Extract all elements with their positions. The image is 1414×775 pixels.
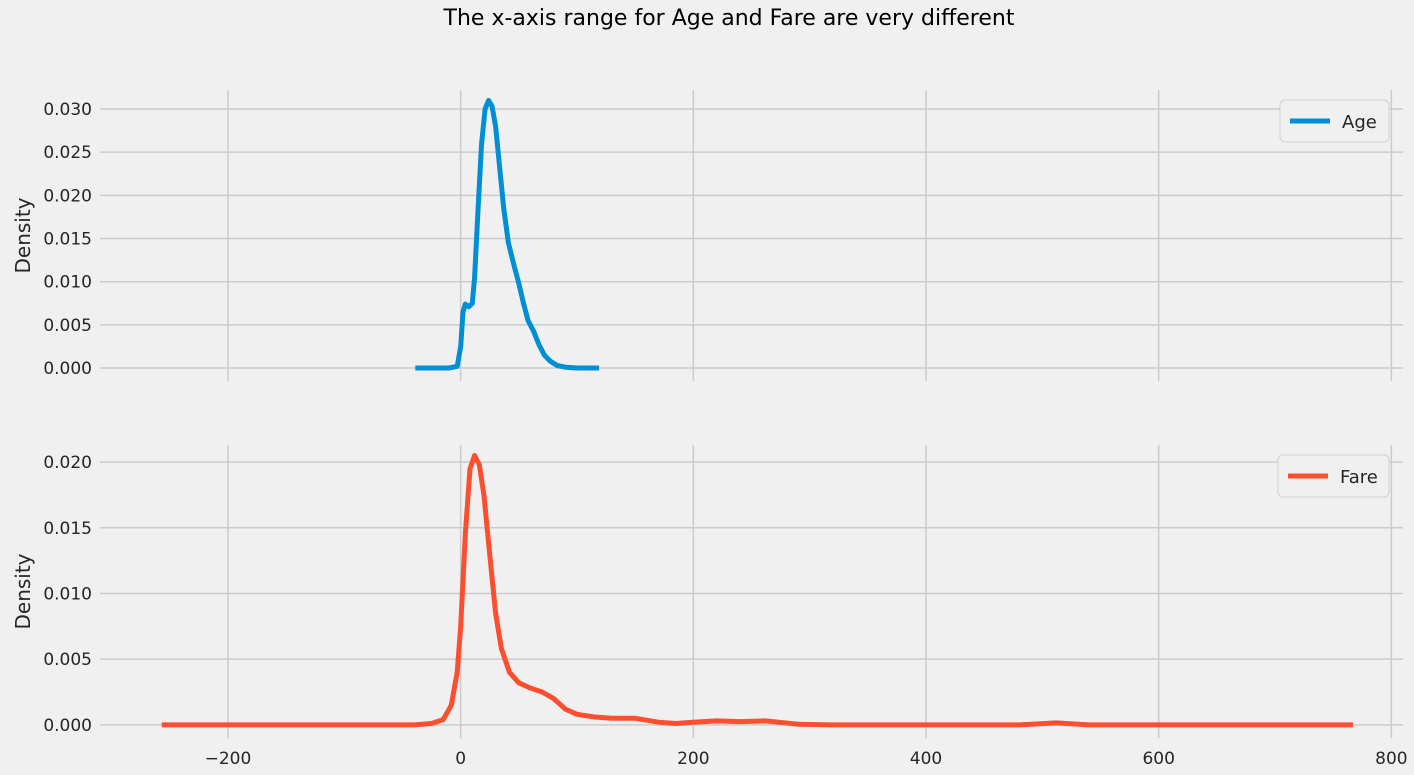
x-tick-label: 0	[455, 749, 466, 769]
chart-title: The x-axis range for Age and Fare are ve…	[443, 6, 1015, 31]
series-line-fare	[161, 453, 1353, 728]
y-tick-label: 0.010	[43, 584, 92, 604]
y-tick-label: 0.020	[43, 453, 92, 473]
y-tick-label: 0.000	[43, 359, 92, 379]
y-tick-label: 0.030	[43, 100, 92, 120]
legend-fare: Fare	[1277, 454, 1390, 498]
y-tick-label: 0.010	[43, 273, 92, 293]
x-tick-label: −200	[205, 749, 252, 769]
y-tick-label: 0.025	[43, 143, 92, 163]
x-tick-label: 600	[1142, 749, 1174, 769]
y-axis-label: Density	[11, 197, 35, 273]
y-tick-label: 0.020	[43, 186, 92, 206]
legend-box	[1277, 454, 1390, 498]
legend-age: Age	[1279, 99, 1390, 143]
legend-label: Fare	[1340, 467, 1378, 488]
series-line-age	[415, 97, 600, 371]
y-axis-label: Density	[11, 553, 35, 629]
legend-label: Age	[1342, 112, 1377, 133]
y-tick-label: 0.015	[43, 230, 92, 250]
panel-age: 0.000 0.005 0.010 0.015 0.020 0.025 0.030 Densi…	[11, 90, 1403, 381]
y-tick-label: 0.005	[43, 650, 92, 670]
y-tick-label: 0.005	[43, 316, 92, 336]
y-tick-label: 0.015	[43, 519, 92, 539]
panel-background	[100, 90, 1403, 381]
y-tick-label: 0.000	[43, 716, 92, 736]
x-tick-label: 400	[910, 749, 942, 769]
panel-fare: 0.000 0.005 0.010 0.015 0.020 Density Fare	[11, 445, 1403, 738]
x-tick-label: 800	[1375, 749, 1407, 769]
legend-box	[1279, 99, 1390, 143]
x-tick-label: 200	[677, 749, 709, 769]
panel-background	[100, 445, 1403, 738]
